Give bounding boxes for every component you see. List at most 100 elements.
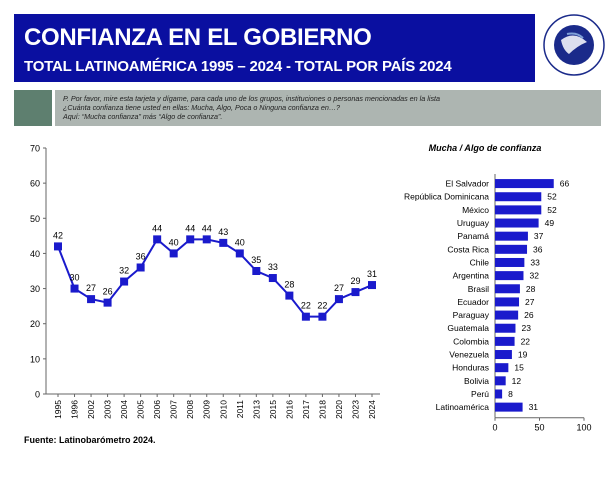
bar-category-label: República Dominicana — [404, 192, 489, 202]
bar — [495, 336, 515, 346]
data-point — [103, 298, 112, 307]
data-point — [169, 249, 178, 258]
data-point — [285, 291, 294, 300]
bar-category-label: Perú — [471, 389, 489, 399]
data-label: 44 — [152, 223, 162, 233]
bar-category-label: Bolivia — [464, 376, 489, 386]
y-tick-label: 0 — [35, 390, 40, 400]
data-point — [54, 242, 62, 251]
y-tick-label: 70 — [30, 144, 40, 154]
bar-value-label: 52 — [547, 192, 557, 202]
bar-value-label: 8 — [508, 389, 513, 399]
bar — [495, 323, 516, 333]
x-tick-label: 1995 — [53, 400, 63, 419]
bar — [495, 310, 519, 320]
data-label: 29 — [350, 276, 360, 286]
data-point — [368, 281, 376, 290]
bar-value-label: 26 — [524, 310, 534, 320]
bar-chart-title: Mucha / Algo de confianza — [429, 143, 542, 153]
x-tick-label: 2003 — [103, 400, 113, 419]
y-tick-label: 40 — [30, 249, 40, 259]
bar — [495, 192, 542, 202]
bar — [495, 244, 528, 254]
bar-value-label: 28 — [526, 284, 536, 294]
bar — [495, 205, 542, 215]
bar-category-label: Brasil — [468, 284, 489, 294]
page-title: CONFIANZA EN EL GOBIERNO — [24, 24, 372, 51]
data-label: 44 — [185, 223, 195, 233]
data-label: 36 — [136, 251, 146, 261]
x-tick-label: 2002 — [86, 400, 96, 419]
bar-value-label: 31 — [529, 402, 539, 412]
x-tick-label: 2005 — [136, 400, 146, 419]
data-point — [334, 295, 343, 304]
data-point — [70, 284, 79, 293]
data-label: 42 — [53, 230, 63, 240]
data-label: 28 — [284, 280, 294, 290]
question-marker — [14, 90, 52, 126]
bar — [495, 231, 528, 241]
bar-category-label: Costa Rica — [447, 244, 489, 254]
data-label: 33 — [268, 262, 278, 272]
data-point — [153, 235, 162, 244]
x-tick-label: 2020 — [334, 400, 344, 419]
bar-category-label: Ecuador — [457, 297, 489, 307]
data-label: 32 — [119, 266, 129, 276]
bar — [495, 402, 523, 412]
bar-value-label: 37 — [534, 231, 544, 241]
x-tick-label: 2017 — [301, 400, 311, 419]
header-banner: CONFIANZA EN EL GOBIERNO TOTAL LATINOAMÉ… — [14, 14, 535, 82]
data-label: 35 — [251, 255, 261, 265]
bar-value-label: 49 — [545, 218, 555, 228]
data-point — [252, 267, 261, 275]
bar-category-label: México — [462, 205, 489, 215]
bar-value-label: 52 — [547, 205, 557, 215]
bar-category-label: Chile — [470, 257, 490, 267]
x-tick-label: 2006 — [152, 400, 162, 419]
bar-value-label: 32 — [529, 271, 539, 281]
bar — [495, 363, 509, 373]
bar-category-label: Paraguay — [453, 310, 490, 320]
data-label: 40 — [169, 237, 179, 247]
page-subtitle: TOTAL LATINOAMÉRICA 1995 – 2024 - TOTAL … — [24, 58, 452, 75]
bar-value-label: 36 — [533, 244, 543, 254]
bar-value-label: 15 — [514, 363, 524, 373]
x-tick-label: 2015 — [268, 400, 278, 419]
bar-value-label: 27 — [525, 297, 535, 307]
bar-value-label: 66 — [560, 179, 570, 189]
data-label: 43 — [218, 227, 228, 237]
data-label: 22 — [317, 301, 327, 311]
data-point — [87, 295, 96, 304]
x-tick-label: 2016 — [284, 400, 294, 419]
trend-line-chart: 0 10 20 30 40 50 60 70 1995 1996 2002 2003 2004 2005 2… — [30, 144, 380, 419]
x-tick-label: 2010 — [218, 400, 228, 419]
data-label: 40 — [235, 237, 245, 247]
data-point — [136, 263, 145, 272]
bar — [495, 179, 554, 189]
bar-value-label: 33 — [530, 257, 540, 267]
bar — [495, 350, 512, 360]
data-label: 30 — [70, 273, 80, 283]
x-tick-label: 2011 — [235, 400, 245, 419]
bar-value-label: 22 — [521, 336, 531, 346]
bar — [495, 297, 520, 307]
source-note: Fuente: Latinobarómetro 2024. — [24, 435, 156, 445]
latinobarometro-logo — [543, 14, 605, 76]
data-label: 22 — [301, 301, 311, 311]
bar-category-label: Panamá — [457, 231, 489, 241]
bar-category-label: Uruguay — [457, 218, 490, 228]
y-tick-label: 10 — [30, 354, 40, 364]
x-tick-label: 2023 — [350, 400, 360, 419]
data-label: 27 — [86, 283, 96, 293]
data-point — [219, 238, 228, 247]
data-point — [186, 235, 195, 244]
bar-category-label: Honduras — [452, 363, 489, 373]
bar-value-label: 23 — [521, 323, 531, 333]
x-tick-label: 2013 — [251, 400, 261, 419]
bar — [495, 389, 503, 399]
y-tick-label: 50 — [30, 214, 40, 224]
y-tick-label: 20 — [30, 319, 40, 329]
bar-category-label: El Salvador — [446, 179, 490, 189]
bar-x-tick-label: 100 — [576, 423, 591, 433]
x-tick-label: 2004 — [119, 400, 129, 419]
